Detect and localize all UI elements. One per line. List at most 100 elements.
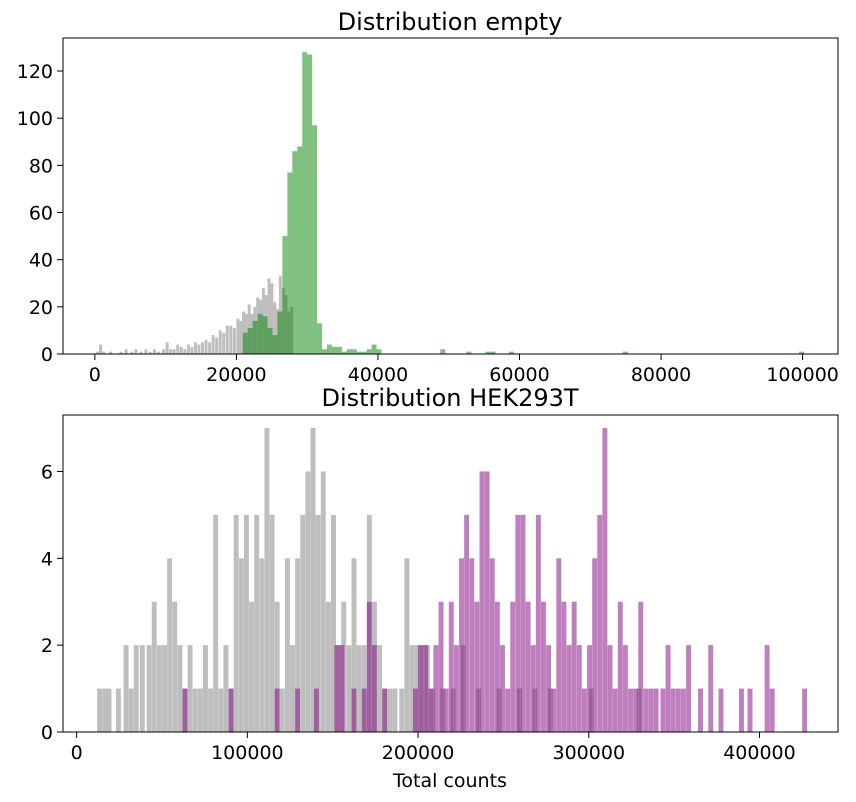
histogram-bar bbox=[99, 344, 103, 354]
histogram-bar bbox=[535, 514, 541, 732]
histogram-bar bbox=[123, 645, 129, 732]
histogram-bar bbox=[448, 601, 454, 732]
histogram-bar bbox=[510, 601, 516, 732]
histogram-bar bbox=[556, 558, 562, 732]
histogram-bar bbox=[211, 335, 215, 354]
histogram-bar bbox=[259, 558, 265, 732]
x-tick-label: 60000 bbox=[489, 364, 549, 386]
histogram-bar bbox=[505, 688, 511, 732]
histogram-bar bbox=[102, 688, 108, 732]
histogram-bar bbox=[409, 645, 415, 732]
histogram-bar bbox=[139, 351, 143, 354]
subplot-hek293t: Distribution HEK293T 0 100000 200000 300000… bbox=[41, 384, 839, 792]
histogram-bar bbox=[764, 645, 770, 732]
histogram-bar bbox=[366, 349, 372, 354]
histogram-bar bbox=[151, 601, 157, 732]
histogram-bar bbox=[247, 328, 253, 354]
histogram-bar bbox=[264, 428, 270, 732]
histogram-bar bbox=[325, 601, 331, 732]
histogram-bar bbox=[315, 514, 321, 732]
histogram-bar bbox=[208, 688, 214, 732]
bars-group bbox=[96, 52, 805, 355]
histogram-bar bbox=[346, 645, 352, 732]
histogram-bar bbox=[581, 688, 587, 732]
histogram-bar bbox=[660, 688, 666, 732]
histogram-bar bbox=[453, 645, 459, 732]
histogram-bar bbox=[718, 688, 724, 732]
histogram-bar bbox=[351, 688, 357, 732]
histogram-bar bbox=[106, 688, 112, 732]
histogram-bar bbox=[474, 601, 480, 732]
histogram-bar bbox=[459, 558, 464, 732]
histogram-bar bbox=[469, 558, 475, 732]
histogram-bar bbox=[169, 349, 173, 354]
histogram-bar bbox=[225, 325, 229, 354]
histogram-bar bbox=[392, 688, 398, 732]
chart-title: Distribution HEK293T bbox=[321, 384, 578, 412]
y-tick-label: 20 bbox=[29, 297, 53, 319]
histogram-bar bbox=[305, 471, 311, 732]
histogram-bar bbox=[252, 320, 258, 354]
histogram-bar bbox=[418, 645, 424, 732]
histogram-bar bbox=[162, 349, 166, 354]
bars-group bbox=[97, 428, 808, 732]
histogram-bar bbox=[399, 688, 405, 732]
histogram-bar bbox=[331, 346, 337, 354]
histogram-bar bbox=[242, 332, 248, 354]
histogram-bar bbox=[282, 236, 288, 354]
histogram-bar bbox=[297, 146, 303, 354]
histogram-bar bbox=[708, 645, 714, 732]
histogram-bar bbox=[769, 688, 775, 732]
histogram-bar bbox=[177, 645, 183, 732]
x-tick-label: 300000 bbox=[553, 742, 626, 764]
histogram-bar bbox=[202, 645, 208, 732]
x-tick-label: 20000 bbox=[206, 364, 266, 386]
histogram-bar bbox=[310, 428, 316, 732]
histogram-bar bbox=[331, 514, 336, 732]
histogram-bar bbox=[489, 558, 495, 732]
y-tick-label: 0 bbox=[41, 722, 53, 744]
histogram-bar bbox=[540, 601, 546, 732]
histogram-bar bbox=[139, 645, 145, 732]
histogram-bar bbox=[466, 351, 472, 354]
histogram-bar bbox=[336, 346, 342, 354]
histogram-bar bbox=[269, 514, 275, 732]
histogram-bar bbox=[186, 344, 190, 354]
histogram-bar bbox=[208, 342, 212, 354]
histogram-bar bbox=[115, 688, 121, 732]
histogram-bar bbox=[520, 514, 526, 732]
histogram-bar bbox=[156, 645, 162, 732]
chart-title: Distribution empty bbox=[338, 8, 563, 36]
histogram-bar bbox=[351, 349, 357, 354]
histogram-bar bbox=[479, 471, 485, 732]
histogram-bar bbox=[197, 688, 203, 732]
histogram-bar bbox=[638, 601, 644, 732]
histogram-bar bbox=[179, 346, 183, 354]
histogram-bar bbox=[698, 688, 703, 732]
histogram-bar bbox=[464, 514, 470, 732]
histogram-bar bbox=[356, 351, 362, 354]
histogram-bar bbox=[192, 688, 198, 732]
histogram-bar bbox=[302, 52, 308, 354]
histogram-bar bbox=[500, 645, 505, 732]
y-tick-label: 60 bbox=[29, 203, 53, 225]
histogram-bar bbox=[238, 558, 244, 732]
histogram-bar bbox=[128, 688, 134, 732]
histogram-bar bbox=[176, 344, 180, 354]
histogram-bar bbox=[587, 645, 593, 732]
histogram-bar bbox=[602, 428, 608, 732]
histogram-bar bbox=[272, 335, 278, 354]
plot-frame bbox=[62, 414, 839, 733]
histogram-bar bbox=[243, 514, 249, 732]
histogram-bar bbox=[443, 688, 449, 732]
histogram-bar bbox=[382, 688, 388, 732]
histogram-bar bbox=[346, 349, 352, 354]
histogram-bar bbox=[232, 328, 236, 354]
histogram-bar bbox=[484, 471, 490, 732]
histogram-bar bbox=[270, 283, 274, 354]
y-tick-label: 80 bbox=[29, 155, 53, 177]
histogram-bar bbox=[273, 302, 277, 354]
histogram-bar bbox=[628, 688, 633, 732]
histogram-bar bbox=[334, 645, 340, 732]
histogram-bar bbox=[366, 601, 372, 732]
